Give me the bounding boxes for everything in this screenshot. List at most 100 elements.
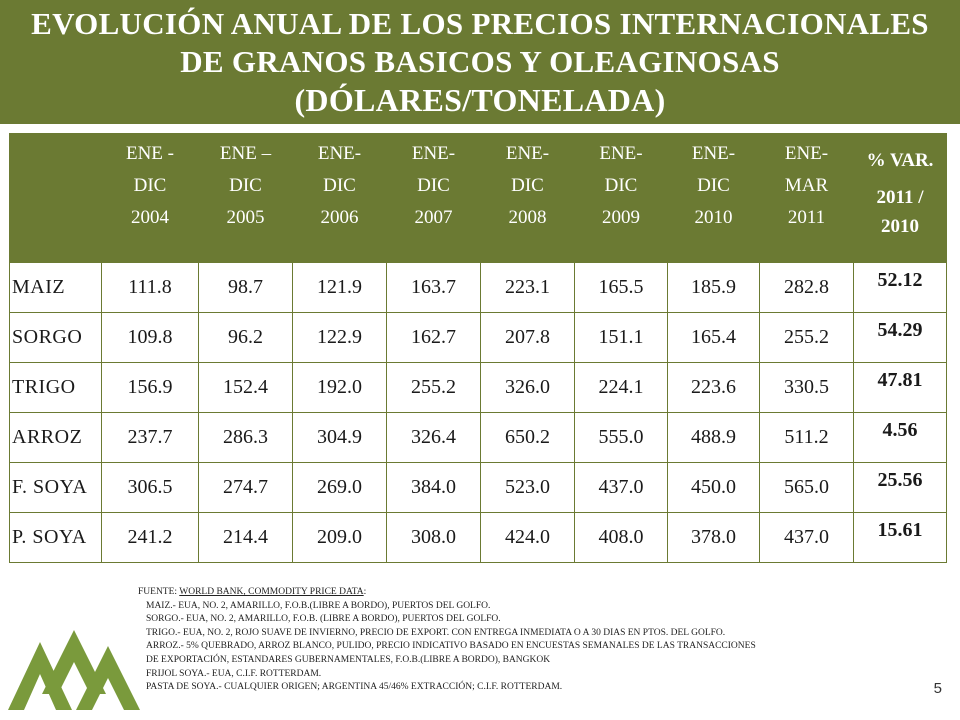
table-cell: 523.0 xyxy=(480,462,575,513)
table-cell: 237.7 xyxy=(101,412,199,463)
header-var: % VAR. 2011 / 2010 xyxy=(853,133,947,263)
table-cell: 207.8 xyxy=(480,312,575,363)
table-cell: 306.5 xyxy=(101,462,199,513)
header-line: ENE - xyxy=(125,143,174,164)
table-cell: 255.2 xyxy=(386,362,481,413)
table-cell: 165.5 xyxy=(574,262,668,313)
table-cell: 151.1 xyxy=(574,312,668,363)
table-cell: 408.0 xyxy=(574,512,668,563)
note-line: MAIZ.- EUA, NO. 2, AMARILLO, F.O.B.(LIBR… xyxy=(146,600,491,611)
header-line: 2004 xyxy=(131,207,169,228)
table-cell: 223.1 xyxy=(480,262,575,313)
header-line: 2011 / xyxy=(876,187,924,208)
header-line: 2008 xyxy=(508,207,547,228)
table-cell: 185.9 xyxy=(667,262,760,313)
table-cell: 209.0 xyxy=(292,512,387,563)
header-line: 2006 xyxy=(320,207,359,228)
table-cell: 111.8 xyxy=(101,262,199,313)
header-line: ENE- xyxy=(599,143,643,164)
table-cell: 286.3 xyxy=(198,412,293,463)
row-label: TRIGO xyxy=(9,362,102,413)
note-line: ARROZ.- 5% QUEBRADO, ARROZ BLANCO, PULID… xyxy=(146,641,756,652)
header-line: DIC xyxy=(133,175,167,196)
var-cell: 47.81 xyxy=(853,362,947,413)
header-2007: ENE- DIC 2007 xyxy=(386,133,481,263)
header-line: DIC xyxy=(604,175,638,196)
header-line: ENE- xyxy=(317,143,362,164)
header-line: 2009 xyxy=(602,207,640,228)
table-row: SORGO 109.8 96.2 122.9 162.7 207.8 151.1… xyxy=(9,312,947,363)
title-line-1: EVOLUCIÓN ANUAL DE LOS PRECIOS INTERNACI… xyxy=(31,6,929,41)
header-line: ENE- xyxy=(411,143,456,164)
table-cell: 156.9 xyxy=(101,362,199,413)
header-line: % VAR. xyxy=(866,150,934,171)
note-line: FRIJOL SOYA.- EUA, C.I.F. ROTTERDAM. xyxy=(146,668,322,679)
table-row: F. SOYA 306.5 274.7 269.0 384.0 523.0 43… xyxy=(9,462,947,513)
title-line-2: DE GRANOS BASICOS Y OLEAGINOSAS xyxy=(180,44,780,79)
header-line: 2010 xyxy=(881,216,919,237)
page-number: 5 xyxy=(933,680,942,697)
header-line: 2011 xyxy=(787,207,826,228)
header-line: ENE – xyxy=(219,143,272,164)
table-cell: 192.0 xyxy=(292,362,387,413)
table-cell: 437.0 xyxy=(574,462,668,513)
table-cell: 98.7 xyxy=(198,262,293,313)
header-line: 2010 xyxy=(694,207,733,228)
source-notes: FUENTE: WORLD BANK, COMMODITY PRICE DATA… xyxy=(138,586,926,695)
header-line: ENE- xyxy=(691,143,736,164)
table-cell: 122.9 xyxy=(292,312,387,363)
table-cell: 152.4 xyxy=(198,362,293,413)
header-2009: ENE- DIC 2009 xyxy=(574,133,668,263)
var-cell: 25.56 xyxy=(853,462,947,513)
table-cell: 378.0 xyxy=(667,512,760,563)
table-cell: 326.4 xyxy=(386,412,481,463)
table-row: ARROZ 237.7 286.3 304.9 326.4 650.2 555.… xyxy=(9,412,947,463)
header-line: 2007 xyxy=(414,207,453,228)
table-cell: 224.1 xyxy=(574,362,668,413)
table-cell: 274.7 xyxy=(198,462,293,513)
header-2011: ENE- MAR 2011 xyxy=(759,133,854,263)
table-cell: 241.2 xyxy=(101,512,199,563)
table-cell: 488.9 xyxy=(667,412,760,463)
note-line: DE EXPORTACIÓN, ESTANDARES GUBERNAMENTAL… xyxy=(146,654,551,665)
table-cell: 511.2 xyxy=(759,412,854,463)
table-cell: 304.9 xyxy=(292,412,387,463)
table-cell: 214.4 xyxy=(198,512,293,563)
source-line: FUENTE: WORLD BANK, COMMODITY PRICE DATA… xyxy=(138,586,926,600)
table-cell: 121.9 xyxy=(292,262,387,313)
header-line: ENE- xyxy=(784,143,829,164)
table-cell: 96.2 xyxy=(198,312,293,363)
table-cell: 450.0 xyxy=(667,462,760,513)
note-line: TRIGO.- EUA, NO. 2, ROJO SUAVE DE INVIER… xyxy=(146,627,726,638)
table-cell: 308.0 xyxy=(386,512,481,563)
row-label: SORGO xyxy=(9,312,102,363)
source-link[interactable]: WORLD BANK, COMMODITY PRICE DATA xyxy=(179,587,364,597)
price-table: ENE - DIC 2004 ENE – DIC 2005 ENE- DIC 2006 EN… xyxy=(9,133,947,563)
logo-peak-mid xyxy=(42,630,106,694)
var-cell: 54.29 xyxy=(853,312,947,363)
table-cell: 163.7 xyxy=(386,262,481,313)
header-2005: ENE – DIC 2005 xyxy=(198,133,293,263)
table-cell: 255.2 xyxy=(759,312,854,363)
table-cell: 384.0 xyxy=(386,462,481,513)
title-banner: EVOLUCIÓN ANUAL DE LOS PRECIOS INTERNACI… xyxy=(0,0,960,124)
table-cell: 223.6 xyxy=(667,362,760,413)
note-line: PASTA DE SOYA.- CUALQUIER ORIGEN; ARGENT… xyxy=(146,682,563,693)
var-cell: 52.12 xyxy=(853,262,947,313)
header-2006: ENE- DIC 2006 xyxy=(292,133,387,263)
table-cell: 165.4 xyxy=(667,312,760,363)
logo-peak-right xyxy=(76,646,140,710)
table-cell: 109.8 xyxy=(101,312,199,363)
header-2004: ENE - DIC 2004 xyxy=(101,133,199,263)
row-label: MAIZ xyxy=(9,262,102,313)
header-line: MAR xyxy=(784,175,829,196)
header-2010: ENE- DIC 2010 xyxy=(667,133,760,263)
table-cell: 330.5 xyxy=(759,362,854,413)
table-row: P. SOYA 241.2 214.4 209.0 308.0 424.0 40… xyxy=(9,512,947,563)
table-row: MAIZ 111.8 98.7 121.9 163.7 223.1 165.5 … xyxy=(9,262,947,313)
table-cell: 565.0 xyxy=(759,462,854,513)
source-suffix: : xyxy=(363,587,367,597)
var-cell: 4.56 xyxy=(853,412,947,463)
table-cell: 424.0 xyxy=(480,512,575,563)
table-cell: 282.8 xyxy=(759,262,854,313)
